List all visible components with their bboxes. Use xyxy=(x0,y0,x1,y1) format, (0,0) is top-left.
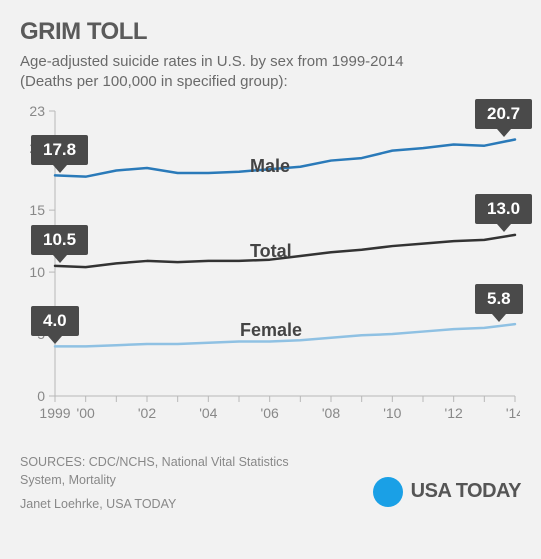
svg-text:15: 15 xyxy=(29,202,45,218)
series-label-female: Female xyxy=(240,320,302,341)
callout-end-male: 20.7 xyxy=(475,99,532,129)
series-label-total: Total xyxy=(250,241,292,262)
chart-area: 05101520231999'00'02'04'06'08'10'12'14 1… xyxy=(20,101,520,441)
svg-text:10: 10 xyxy=(29,264,45,280)
series-label-male: Male xyxy=(250,156,290,177)
sources-block: SOURCES: CDC/NCHS, National Vital Statis… xyxy=(20,453,320,513)
svg-text:23: 23 xyxy=(29,103,45,119)
svg-text:0: 0 xyxy=(37,388,45,404)
svg-text:'00: '00 xyxy=(77,405,95,421)
footer: SOURCES: CDC/NCHS, National Vital Statis… xyxy=(20,453,521,513)
chart-title: GRIM TOLL xyxy=(20,18,521,46)
svg-text:'14: '14 xyxy=(506,405,520,421)
logo-dot-icon xyxy=(373,477,403,507)
callout-start-female: 4.0 xyxy=(31,306,79,336)
credit-text: Janet Loehrke, USA TODAY xyxy=(20,495,320,513)
logo-text: USA TODAY xyxy=(411,480,521,503)
callout-end-female: 5.8 xyxy=(475,284,523,314)
chart-subtitle: Age-adjusted suicide rates in U.S. by se… xyxy=(20,52,460,93)
svg-text:1999: 1999 xyxy=(39,405,70,421)
svg-text:'10: '10 xyxy=(383,405,401,421)
line-chart-svg: 05101520231999'00'02'04'06'08'10'12'14 xyxy=(20,101,520,441)
callout-end-total: 13.0 xyxy=(475,194,532,224)
svg-text:'04: '04 xyxy=(199,405,217,421)
svg-text:'08: '08 xyxy=(322,405,340,421)
callout-start-total: 10.5 xyxy=(31,225,88,255)
svg-text:'02: '02 xyxy=(138,405,156,421)
sources-text: SOURCES: CDC/NCHS, National Vital Statis… xyxy=(20,453,320,489)
publisher-logo: USA TODAY xyxy=(373,477,521,507)
svg-text:'12: '12 xyxy=(445,405,463,421)
svg-text:'06: '06 xyxy=(261,405,279,421)
callout-start-male: 17.8 xyxy=(31,135,88,165)
